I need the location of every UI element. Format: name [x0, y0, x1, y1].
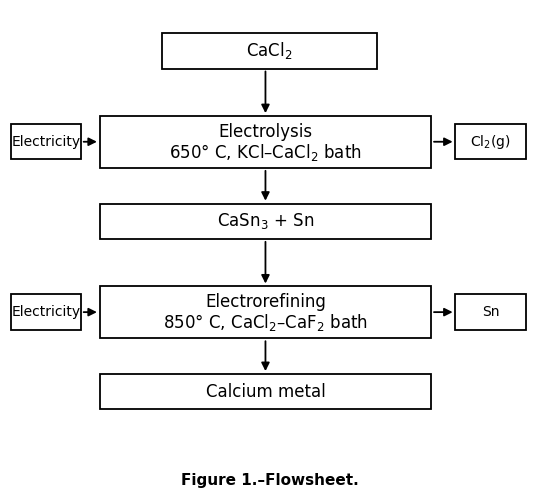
Bar: [11, 294, 81, 330]
Text: Cl$_2$(g): Cl$_2$(g): [470, 133, 511, 151]
Text: Electricity: Electricity: [11, 305, 80, 319]
Text: 650° C, KCl–CaCl$_2$ bath: 650° C, KCl–CaCl$_2$ bath: [169, 142, 362, 163]
Text: Calcium metal: Calcium metal: [205, 383, 326, 401]
Bar: [455, 124, 526, 160]
Bar: [162, 33, 377, 69]
Text: Electrolysis: Electrolysis: [218, 123, 313, 141]
Bar: [100, 116, 431, 168]
Text: CaCl$_2$: CaCl$_2$: [246, 40, 293, 61]
Text: Figure 1.–Flowsheet.: Figure 1.–Flowsheet.: [181, 473, 358, 488]
Bar: [11, 124, 81, 160]
Text: Sn: Sn: [482, 305, 499, 319]
Text: 850° C, CaCl$_2$–CaF$_2$ bath: 850° C, CaCl$_2$–CaF$_2$ bath: [163, 312, 368, 333]
Text: CaSn$_3$ + Sn: CaSn$_3$ + Sn: [217, 211, 314, 231]
Bar: [100, 286, 431, 338]
Bar: [100, 374, 431, 409]
Bar: [100, 204, 431, 239]
Text: Electricity: Electricity: [11, 135, 80, 149]
Text: Electrorefining: Electrorefining: [205, 293, 326, 311]
Bar: [455, 294, 526, 330]
